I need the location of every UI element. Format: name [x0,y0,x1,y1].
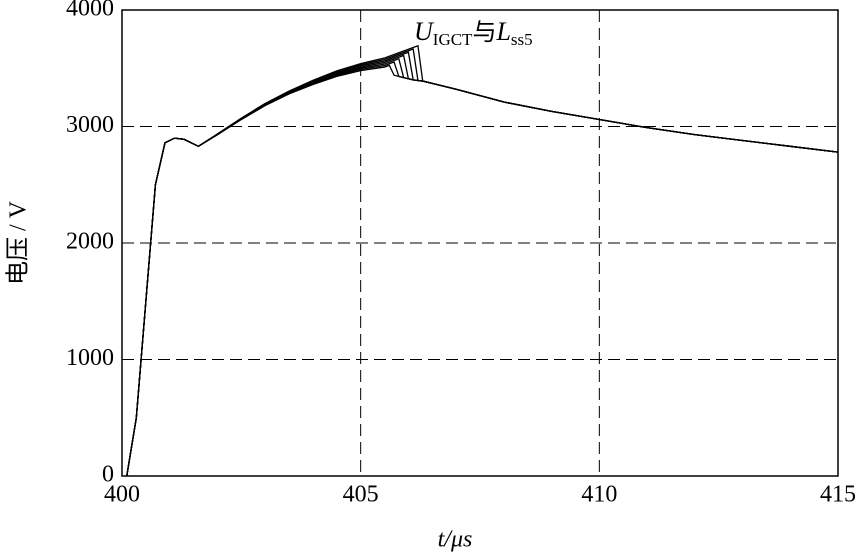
y-tick-label: 3000 [66,112,114,138]
y-tick-label: 2000 [66,229,114,255]
x-tick-label: 400 [104,482,140,508]
annotation-part: 与 [472,20,496,46]
annotation-part: IGCT [433,30,473,49]
data-line [126,44,839,477]
annotation: UIGCT与Lss5 [414,17,533,49]
y-axis-label: 电压 / V [5,200,32,285]
annotation-part: U [414,17,435,46]
data-line [126,48,839,477]
annotation-part: ss5 [511,30,533,49]
annotation-part: L [495,17,510,46]
x-axis-label: t/μs [438,527,473,553]
plot-frame [121,9,839,477]
data-line [126,54,839,477]
data-line [126,57,839,477]
y-tick-label: 0 [102,462,114,488]
x-tick-label: 415 [820,482,856,508]
data-line [126,51,839,477]
y-tick-label: 1000 [66,345,114,371]
y-tick-label: 4000 [66,0,114,22]
x-tick-label: 410 [581,482,617,508]
x-tick-label: 405 [343,482,379,508]
